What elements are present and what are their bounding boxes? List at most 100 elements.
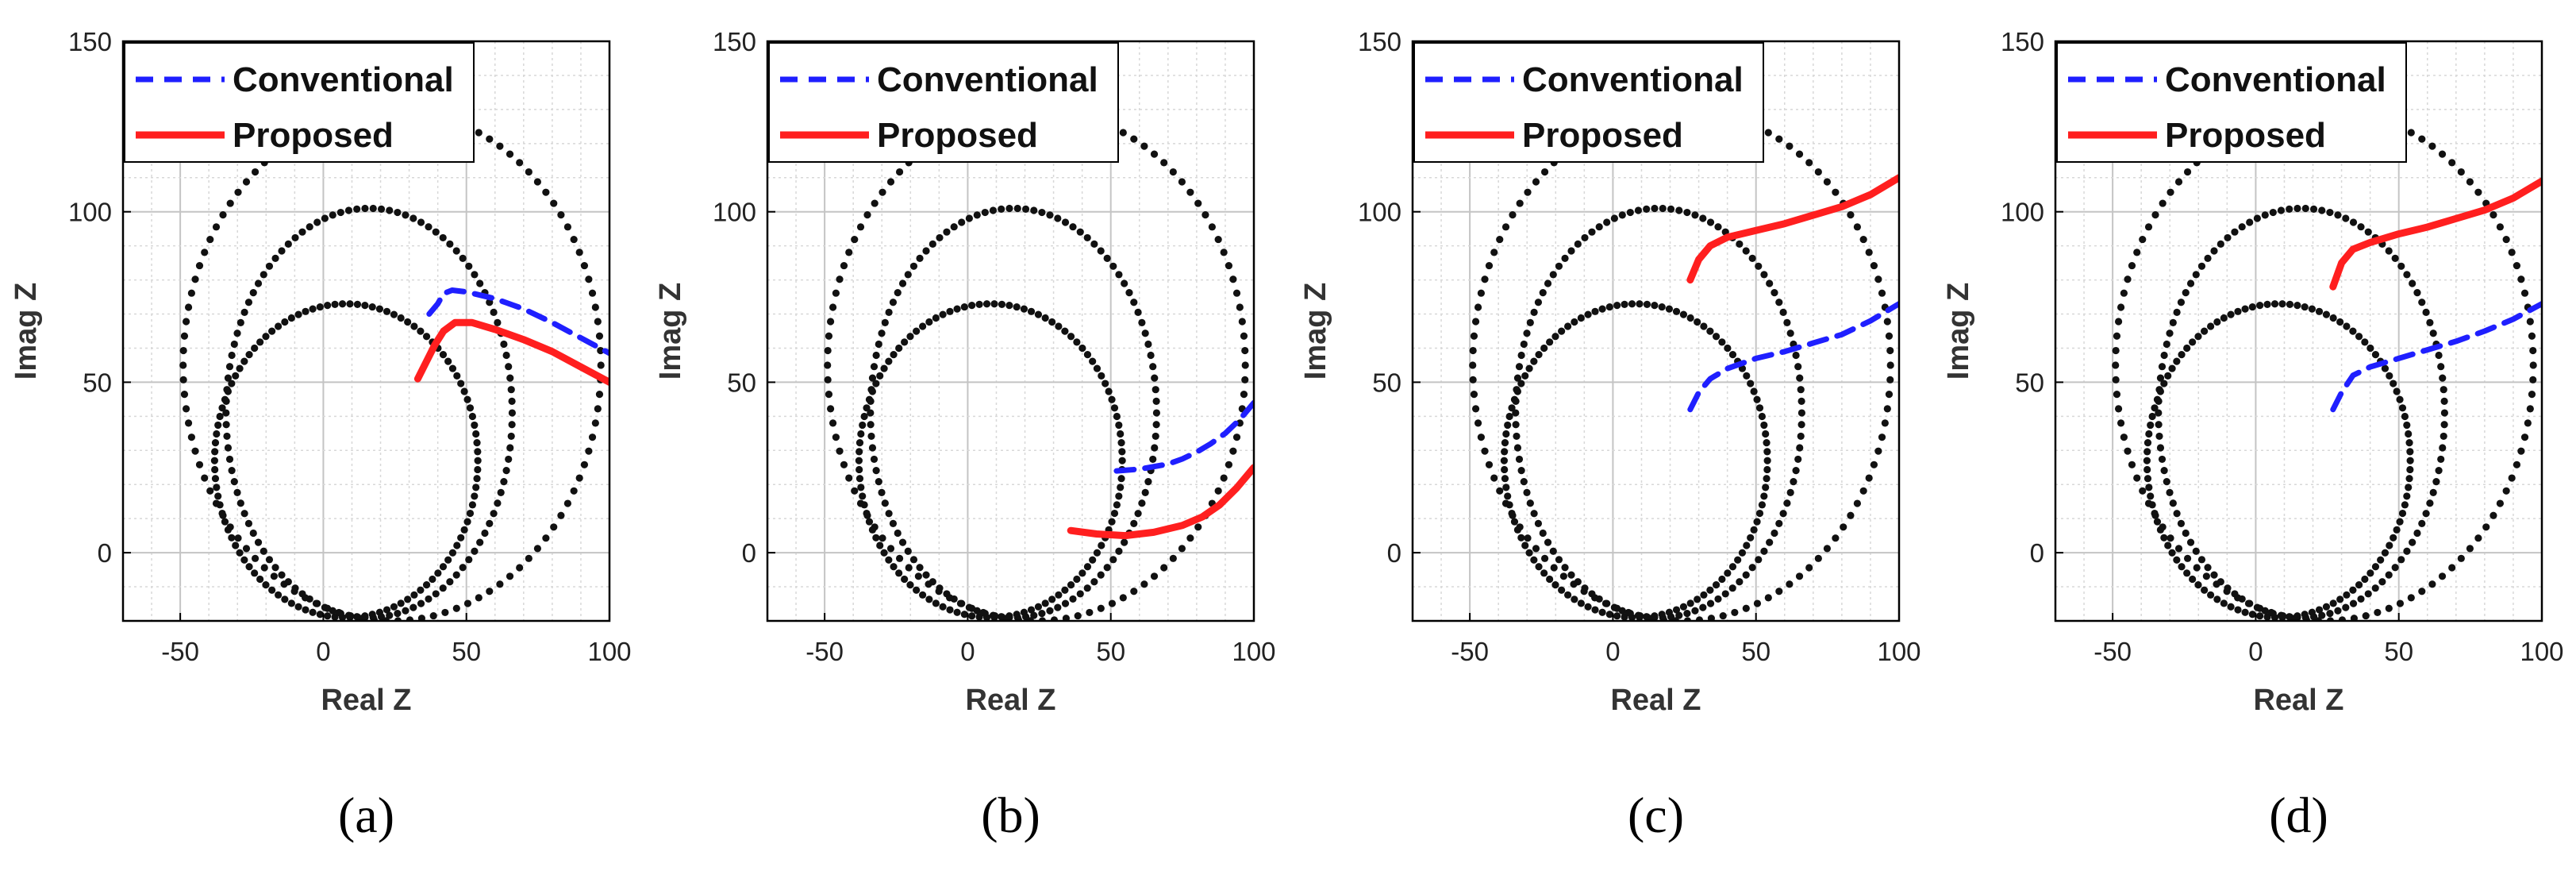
circle-point (557, 211, 565, 219)
circle-point (2231, 228, 2239, 236)
y-tick-label: 50 (1372, 368, 1401, 397)
circle-point (1753, 599, 1762, 607)
circle-point (353, 300, 362, 308)
circle-point (1797, 409, 1805, 417)
circle-point (460, 526, 468, 534)
circle-point (1061, 327, 1069, 335)
circle-point (1764, 594, 1772, 602)
circle-point (446, 240, 454, 248)
circle-point (2133, 474, 2141, 482)
circle-point (2207, 591, 2215, 599)
circle-point (2227, 310, 2235, 318)
circle-point (1098, 372, 1105, 380)
circle-point (2147, 421, 2155, 430)
circle-point (1516, 523, 1524, 531)
circle-point (2286, 205, 2293, 213)
circle-point (336, 208, 344, 217)
circle-point (262, 333, 270, 341)
circle-point (1014, 616, 1023, 621)
circle-point (1103, 564, 1111, 572)
circle-point (916, 254, 924, 262)
circle-point (224, 374, 233, 382)
circle-point (1714, 223, 1722, 231)
legend-label-conventional: Conventional (233, 60, 454, 99)
circle-point (2371, 584, 2379, 592)
circle-point (358, 615, 367, 621)
circle-point (211, 448, 219, 456)
circle-point (2155, 397, 2163, 405)
circle-point (2177, 519, 2186, 527)
circle-point (851, 487, 859, 495)
circle-point (439, 233, 447, 242)
circle-point (2457, 168, 2465, 176)
circle-point (880, 364, 888, 372)
circle-point (2278, 300, 2286, 308)
circle-point (466, 509, 475, 518)
circle-point (2144, 499, 2153, 507)
circle-point (268, 586, 276, 594)
circle-point (2466, 545, 2474, 553)
circle-point (1549, 271, 1557, 279)
circle-point (2124, 276, 2132, 283)
circle-point (1526, 499, 1534, 507)
circle-point (228, 380, 236, 387)
circle-point (1786, 488, 1794, 496)
circle-point (1584, 603, 1592, 611)
circle-point (2158, 455, 2167, 464)
circle-point (2263, 300, 2271, 308)
circle-point (212, 223, 221, 231)
circle-point (1504, 492, 1512, 500)
circle-point (1027, 606, 1036, 614)
circle-point (2397, 556, 2405, 564)
circle-point (1513, 386, 1521, 394)
circle-point (580, 261, 589, 270)
circle-point (476, 279, 484, 287)
circle-point (1691, 211, 1699, 219)
circle-point (932, 599, 940, 607)
circle-point (225, 455, 234, 464)
circle-point (2244, 599, 2253, 607)
circle-point (2174, 178, 2183, 186)
circle-point (1090, 578, 1098, 586)
circle-point (471, 271, 479, 279)
circle-point (290, 588, 298, 595)
circle-point (1523, 330, 1531, 337)
legend-box (124, 42, 475, 163)
circle-point (965, 214, 973, 222)
circle-point (302, 606, 310, 614)
legend: Conventional Proposed (2056, 42, 2407, 163)
circle-point (867, 397, 875, 405)
circle-point (2238, 223, 2246, 231)
circle-point (1755, 556, 1763, 564)
circle-point (824, 361, 832, 369)
circle-point (1550, 564, 1558, 572)
circle-point (1567, 571, 1575, 579)
circle-point (1517, 467, 1525, 475)
circle-point (2397, 262, 2405, 270)
circle-point (2168, 364, 2176, 372)
circle-point (1097, 571, 1105, 579)
circle-point (278, 247, 286, 255)
circle-point (1591, 307, 1599, 315)
circle-point (851, 235, 859, 244)
circle-point (1236, 419, 1244, 427)
circle-point (2513, 461, 2521, 468)
circle-point (1067, 581, 1075, 589)
circle-point (452, 571, 460, 579)
circle-point (1078, 569, 1086, 577)
circle-point (1750, 526, 1758, 534)
data-layer (824, 106, 1254, 621)
circle-point (1544, 538, 1552, 546)
circle-point (1667, 205, 1675, 213)
circle-point (2315, 606, 2324, 614)
circle-point (502, 467, 510, 475)
circle-point (463, 395, 471, 403)
circle-point (316, 303, 324, 311)
circle-point (2290, 615, 2299, 621)
circle-point (1108, 395, 1116, 403)
circle-point (1055, 591, 1063, 599)
circle-point (919, 591, 927, 599)
circle-point (1743, 372, 1751, 380)
legend-label-conventional: Conventional (877, 60, 1098, 99)
